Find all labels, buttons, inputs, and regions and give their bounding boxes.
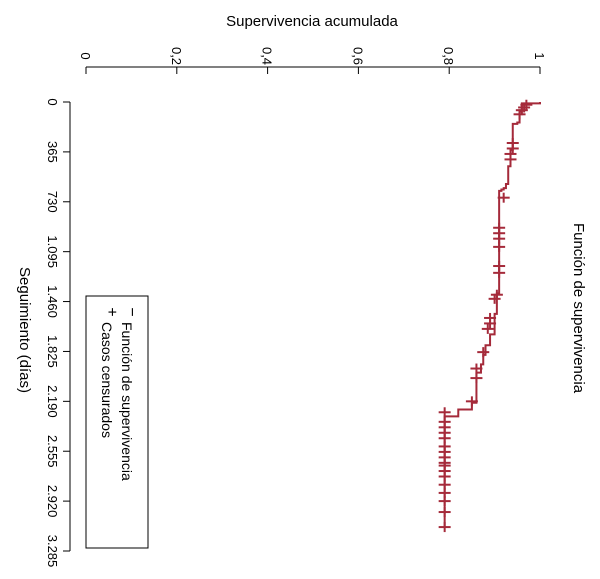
censored-marker xyxy=(465,396,478,407)
x-tick-label: 2.190 xyxy=(45,385,60,418)
y-tick-label: 0,4 xyxy=(260,47,275,65)
censored-marker xyxy=(477,347,490,358)
censored-marker xyxy=(481,323,494,334)
x-tick-label: 1.825 xyxy=(45,335,60,368)
y-axis-label: Supervivencia acumulada xyxy=(226,13,398,30)
censored-marker xyxy=(493,241,506,252)
censored-marker xyxy=(493,267,506,278)
censored-marker xyxy=(504,154,517,165)
y-tick-label: 0,6 xyxy=(350,47,365,65)
x-tick-label: 1.095 xyxy=(45,235,60,268)
censored-marker xyxy=(438,407,451,418)
chart-title: Función de supervivencia xyxy=(570,223,587,394)
legend-symbol-line: − xyxy=(123,307,140,316)
censored-marker xyxy=(497,192,510,203)
x-tick-label: 2.920 xyxy=(45,485,60,518)
legend-label-survival: Función de supervivencia xyxy=(119,322,135,481)
y-tick-label: 0,8 xyxy=(441,47,456,65)
x-tick-label: 365 xyxy=(45,141,60,163)
legend: − Función de supervivencia + Casos censu… xyxy=(85,295,149,549)
legend-label-censored: Casos censurados xyxy=(99,322,115,438)
censored-marker xyxy=(438,507,451,518)
x-tick-label: 3.285 xyxy=(45,535,60,568)
censored-marker xyxy=(484,318,497,329)
censored-marker xyxy=(438,496,451,507)
censored-marker xyxy=(470,373,483,384)
x-tick-label: 730 xyxy=(45,191,60,213)
x-tick-label: 2.555 xyxy=(45,435,60,468)
censored-marker xyxy=(506,143,519,154)
censored-marker xyxy=(488,293,501,304)
x-tick-label: 1.460 xyxy=(45,285,60,318)
legend-box xyxy=(85,295,149,549)
y-tick-label: 0,2 xyxy=(169,47,184,65)
y-tick-label: 0 xyxy=(78,52,93,59)
x-axis-label: Seguimiento (días) xyxy=(16,267,33,393)
censored-marker xyxy=(438,522,451,533)
axes-layer: 0 0,2 0,4 0,6 0,8 1 0 365 730 1.095 1.460 1.825 2.19… xyxy=(45,47,547,567)
series-layer xyxy=(438,99,541,533)
x-tick-label: 0 xyxy=(45,98,60,105)
censored-marker xyxy=(513,109,526,120)
censored-marker xyxy=(470,363,483,374)
survival-curve xyxy=(443,102,541,528)
y-tick-label: 1 xyxy=(532,52,547,59)
legend-symbol-plus: + xyxy=(103,307,120,316)
